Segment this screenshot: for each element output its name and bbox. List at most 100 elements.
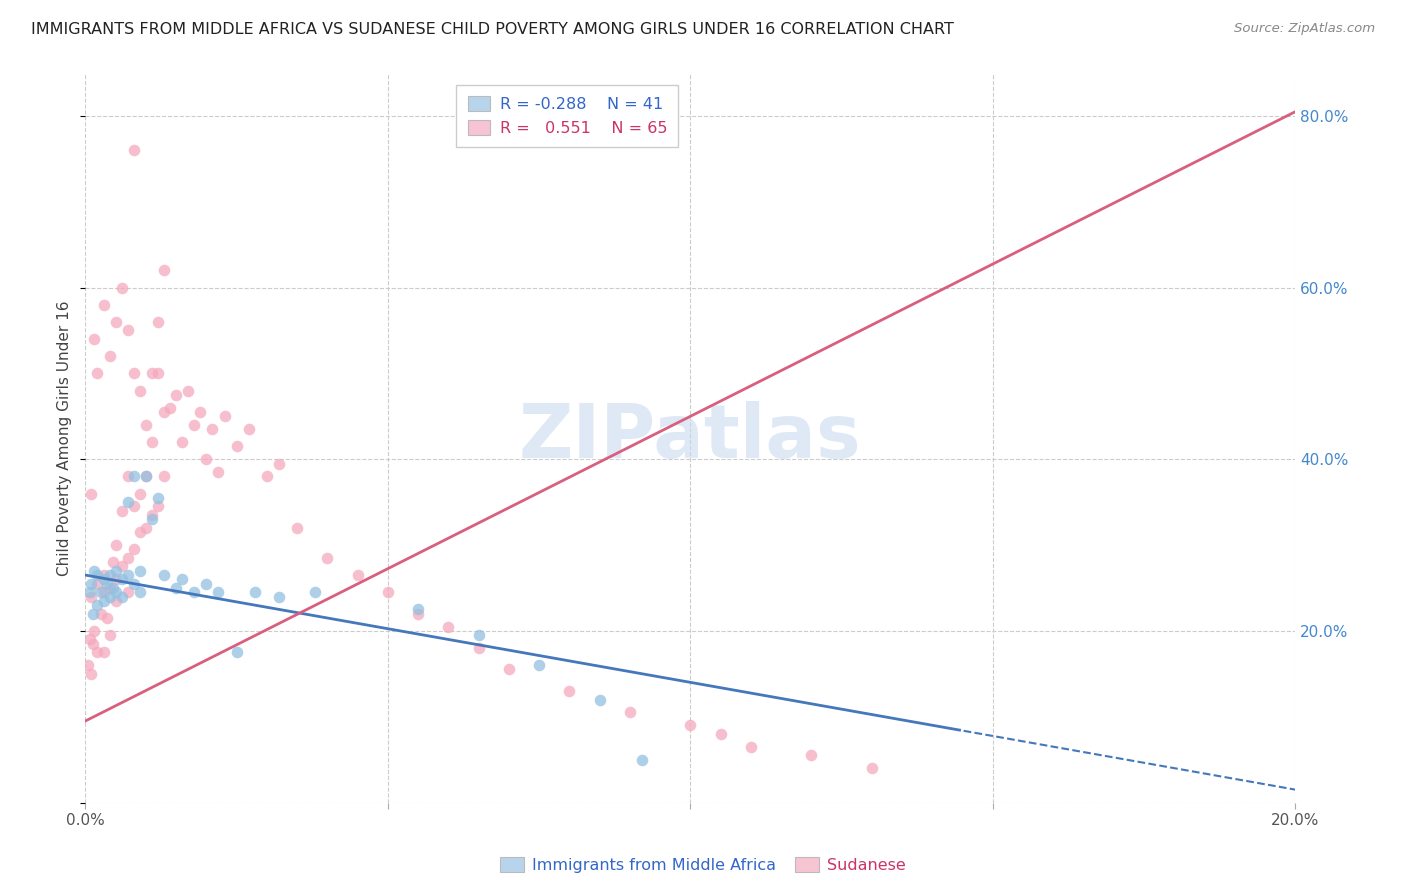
Point (467, 640, 489, 655)
Point (146, 500, 169, 514)
Point (172, 573, 194, 587)
Point (82, 637, 104, 651)
Point (267, 590, 290, 604)
Point (558, 684, 581, 698)
Point (285, 521, 308, 535)
Y-axis label: Child Poverty Among Girls Under 16: Child Poverty Among Girls Under 16 (58, 300, 72, 575)
Point (195, 576, 218, 591)
Point (98, 568, 121, 582)
Point (267, 457, 290, 471)
Point (122, 542, 145, 557)
Point (183, 585, 205, 599)
Point (183, 417, 205, 432)
Point (146, 315, 169, 329)
Point (93, 585, 115, 599)
Point (86, 367, 108, 381)
Point (111, 559, 134, 574)
Point (117, 550, 139, 565)
Point (740, 739, 762, 754)
Point (86, 576, 108, 591)
Point (96, 576, 118, 591)
Point (104, 585, 127, 599)
Text: IMMIGRANTS FROM MIDDLE AFRICA VS SUDANESE CHILD POVERTY AMONG GIRLS UNDER 16 COR: IMMIGRANTS FROM MIDDLE AFRICA VS SUDANES… (31, 22, 953, 37)
Point (135, 469, 157, 483)
Point (146, 367, 169, 381)
Point (122, 500, 145, 514)
Legend: Immigrants from Middle Africa, Sudanese: Immigrants from Middle Africa, Sudanese (494, 851, 912, 880)
Point (153, 469, 176, 483)
Point (146, 491, 169, 505)
Point (117, 469, 139, 483)
Point (98, 581, 121, 595)
Point (104, 573, 127, 587)
Point (93, 568, 115, 582)
Point (214, 409, 236, 424)
Point (467, 628, 489, 642)
Point (104, 538, 127, 552)
Point (589, 692, 612, 706)
Point (527, 658, 550, 673)
Point (128, 585, 150, 599)
Point (93, 594, 115, 608)
Point (89, 585, 111, 599)
Point (207, 465, 229, 479)
Point (111, 590, 134, 604)
Point (128, 564, 150, 578)
Point (498, 663, 520, 677)
Point (86, 598, 108, 612)
Point (83, 332, 105, 346)
Point (141, 367, 163, 381)
Point (111, 504, 134, 518)
Point (141, 508, 163, 522)
Point (679, 718, 702, 732)
Text: ZIPatlas: ZIPatlas (519, 401, 862, 475)
Point (80, 486, 103, 500)
Point (304, 585, 326, 599)
Point (104, 564, 127, 578)
Point (153, 263, 176, 277)
Point (141, 435, 163, 450)
Point (83, 624, 105, 638)
Point (89, 607, 111, 621)
Point (117, 585, 139, 599)
Point (98, 349, 121, 363)
Point (93, 573, 115, 587)
Point (93, 645, 115, 659)
Point (104, 594, 127, 608)
Point (128, 486, 150, 500)
Point (98, 590, 121, 604)
Point (710, 727, 733, 741)
Point (177, 384, 200, 398)
Point (82, 607, 104, 621)
Point (159, 401, 181, 415)
Point (101, 555, 124, 569)
Point (256, 469, 278, 483)
Point (111, 280, 134, 294)
Point (243, 585, 266, 599)
Point (135, 417, 157, 432)
Point (346, 568, 368, 582)
Point (165, 388, 187, 402)
Point (83, 564, 105, 578)
Point (128, 384, 150, 398)
Point (122, 469, 145, 483)
Point (77, 658, 100, 673)
Point (80, 590, 103, 604)
Point (631, 753, 654, 767)
Point (79, 632, 101, 647)
Point (207, 585, 229, 599)
Point (225, 645, 247, 659)
Point (800, 748, 823, 763)
Point (141, 512, 163, 526)
Point (135, 469, 157, 483)
Point (104, 315, 127, 329)
Legend: R = -0.288    N = 41, R =   0.551    N = 65: R = -0.288 N = 41, R = 0.551 N = 65 (457, 85, 678, 147)
Point (86, 645, 108, 659)
Point (101, 581, 124, 595)
Point (437, 619, 460, 633)
Text: Source: ZipAtlas.com: Source: ZipAtlas.com (1234, 22, 1375, 36)
Point (98, 628, 121, 642)
Point (128, 525, 150, 540)
Point (79, 585, 101, 599)
Point (111, 573, 134, 587)
